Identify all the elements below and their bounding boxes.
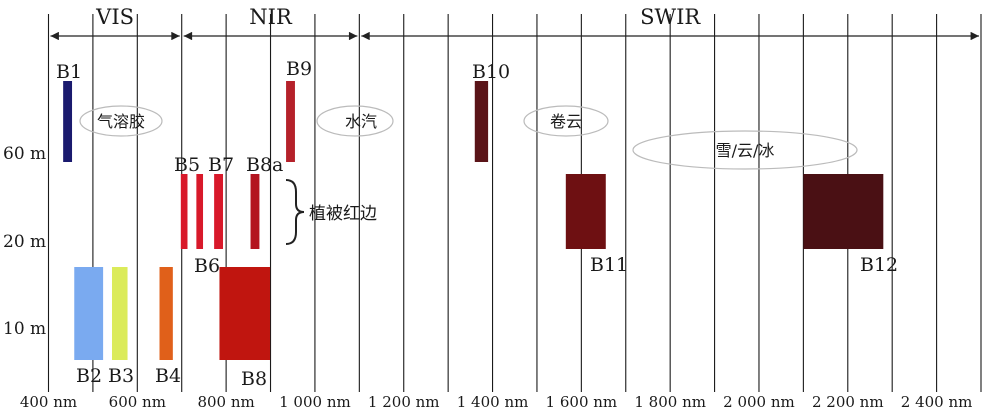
snow-cloud-ice-ellipse	[632, 130, 858, 170]
band-bar-b9	[286, 81, 295, 162]
cirrus-label: 卷云	[550, 112, 582, 131]
resolution-label-20m: 20 m	[3, 232, 46, 252]
tick-label-600: 600 nm	[109, 393, 166, 411]
tick-label-2200: 2 200 nm	[812, 393, 884, 411]
band-bar-b5	[180, 174, 188, 249]
tick-label-1800: 1 800 nm	[634, 393, 706, 411]
region-label-vis: VIS	[95, 5, 134, 29]
band-bar-b10	[474, 81, 489, 162]
wavelength-tick-labels: 400 nm 600 nm 800 nm 1 000 nm 1 200 nm 1 400 …	[20, 393, 973, 411]
band-label-b8a: B8a	[246, 154, 283, 176]
band-label-b2: B2	[76, 365, 102, 387]
tick-label-800: 800 nm	[197, 393, 254, 411]
resolution-labels: 60 m 20 m 10 m	[3, 144, 46, 339]
band-bar-b8	[219, 267, 271, 360]
red-edge-label: 植被红边	[309, 204, 377, 224]
tick-label-1600: 1 600 nm	[546, 393, 618, 411]
tick-label-1200: 1 200 nm	[368, 393, 440, 411]
region-label-nir: NIR	[249, 5, 293, 29]
band-label-b10: B10	[472, 61, 510, 83]
tick-label-400: 400 nm	[20, 393, 77, 411]
band-label-b11: B11	[590, 254, 628, 276]
tick-label-1400: 1 400 nm	[457, 393, 529, 411]
resolution-label-60m: 60 m	[3, 144, 46, 164]
band-bar-b3	[111, 267, 128, 360]
tick-label-2000: 2 000 nm	[723, 393, 795, 411]
band-label-b9: B9	[286, 58, 312, 80]
band-label-b3: B3	[108, 365, 134, 387]
tick-label-1000: 1 000 nm	[279, 393, 351, 411]
band-label-b6: B6	[194, 255, 220, 277]
band-label-b1: B1	[56, 61, 82, 83]
band-bar-b2	[74, 267, 104, 360]
band-label-b8: B8	[241, 368, 267, 390]
band-bar-b4	[159, 267, 173, 360]
resolution-label-10m: 10 m	[3, 319, 46, 339]
band-bar-b6	[196, 174, 204, 249]
band-bar-b11	[565, 174, 606, 249]
cirrus-ellipse	[523, 105, 609, 137]
band-bar-b12	[803, 174, 884, 249]
band-label-b7: B7	[208, 154, 234, 176]
band-label-b5: B5	[174, 154, 200, 176]
band-labels: B1 B2 B3 B4 B5 B6 B7 B8 B8a B9 B10 B11 B…	[56, 58, 898, 390]
snow-cloud-ice-label: 雪/云/冰	[716, 141, 775, 160]
band-label-b4: B4	[155, 365, 181, 387]
water-vapor-label: 水汽	[345, 112, 377, 131]
tick-label-2400: 2 400 nm	[901, 393, 973, 411]
absorption-annotations: 气溶胶 水汽 卷云 雪/云/冰 植被红边	[79, 105, 858, 245]
region-label-swir: SWIR	[640, 5, 701, 29]
red-edge-brace	[285, 179, 305, 245]
spectral-bands	[63, 81, 884, 360]
spectral-regions: VIS NIR SWIR	[50, 5, 979, 41]
aerosol-label: 气溶胶	[97, 112, 145, 131]
water-vapor-ellipse	[316, 105, 394, 137]
band-bar-b7	[214, 174, 224, 249]
band-bar-b1	[63, 81, 73, 162]
band-bar-b8a	[250, 174, 260, 249]
aerosol-ellipse	[79, 105, 163, 137]
band-label-b12: B12	[860, 254, 898, 276]
